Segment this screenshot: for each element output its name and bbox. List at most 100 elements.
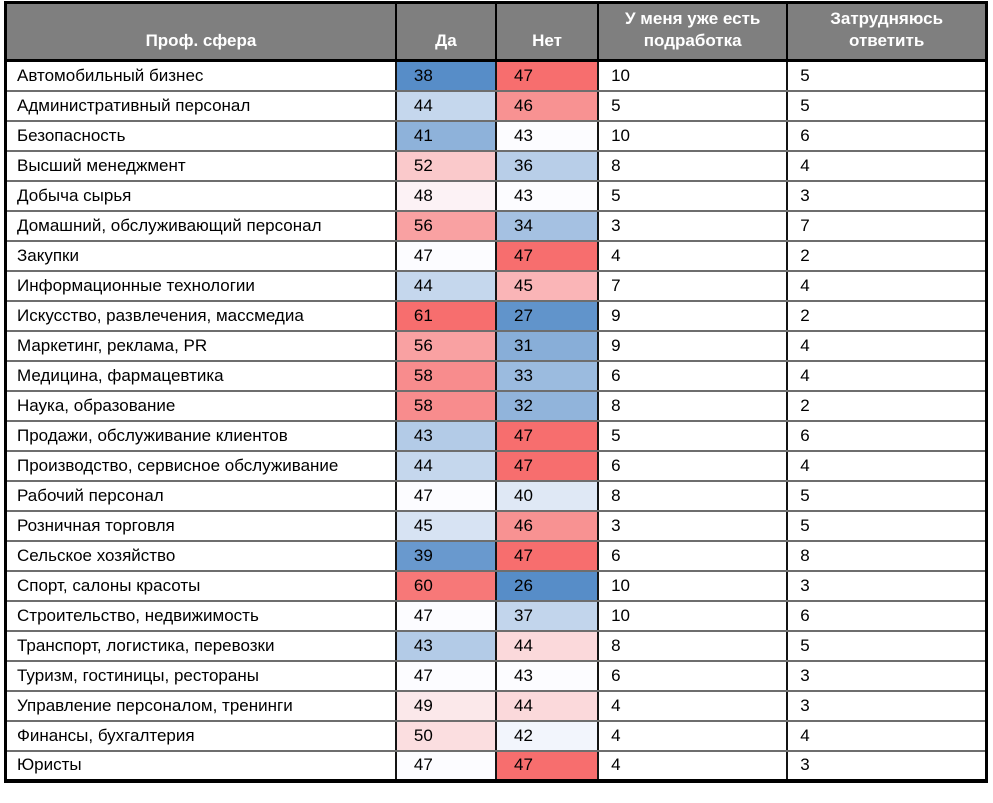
table-row: Административный персонал 44 46 5 5 [4,89,988,122]
table-row: Продажи, обслуживание клиентов 43 47 5 6 [4,419,988,452]
yes-value-cell: 61 [394,299,497,332]
table-row: Производство, сервисное обслуживание 44 47… [4,449,988,482]
difficult-value-cell: 2 [786,299,988,332]
no-value-cell: 43 [494,119,600,152]
row-label-cell: Маркетинг, реклама, PR [4,329,397,362]
no-value-cell: 44 [494,629,600,662]
yes-value-cell: 47 [394,659,497,692]
yes-value-cell: 44 [394,89,497,122]
already-value-cell: 6 [597,539,789,572]
no-value-cell: 43 [494,179,600,212]
no-value-cell: 33 [494,359,600,392]
table-row: Закупки 47 47 4 2 [4,239,988,272]
table-row: Финансы, бухгалтерия 50 42 4 4 [4,719,988,752]
table-row: Высший менеджмент 52 36 8 4 [4,149,988,182]
row-label-cell: Автомобильный бизнес [4,59,397,92]
row-label-cell: Финансы, бухгалтерия [4,719,397,752]
yes-value-cell: 60 [394,569,497,602]
already-value-cell: 10 [597,569,789,602]
row-label-cell: Административный персонал [4,89,397,122]
yes-value-cell: 45 [394,509,497,542]
table-row: Добыча сырья 48 43 5 3 [4,179,988,212]
no-value-cell: 46 [494,509,600,542]
row-label-cell: Строительство, недвижимость [4,599,397,632]
table-row: Рабочий персонал 47 40 8 5 [4,479,988,512]
no-value-cell: 44 [494,689,600,722]
no-value-cell: 32 [494,389,600,422]
no-value-cell: 47 [494,419,600,452]
row-label-cell: Медицина, фармацевтика [4,359,397,392]
already-value-cell: 6 [597,449,789,482]
difficult-value-cell: 6 [786,599,988,632]
yes-value-cell: 58 [394,389,497,422]
no-value-cell: 46 [494,89,600,122]
no-value-cell: 31 [494,329,600,362]
difficult-value-cell: 5 [786,479,988,512]
no-value-cell: 37 [494,599,600,632]
table-row: Домашний, обслуживающий персонал 56 34 3 7 [4,209,988,242]
difficult-value-cell: 6 [786,419,988,452]
table-row: Транспорт, логистика, перевозки 43 44 8 5 [4,629,988,662]
row-label-cell: Юристы [4,749,397,782]
row-label-cell: Высший менеджмент [4,149,397,182]
table-row: Управление персоналом, тренинги 49 44 4 3 [4,689,988,722]
difficult-value-cell: 3 [786,569,988,602]
row-label-cell: Продажи, обслуживание клиентов [4,419,397,452]
yes-value-cell: 47 [394,479,497,512]
row-label-cell: Домашний, обслуживающий персонал [4,209,397,242]
difficult-value-cell: 4 [786,449,988,482]
table-row: Информационные технологии 44 45 7 4 [4,269,988,302]
yes-value-cell: 43 [394,419,497,452]
difficult-value-cell: 5 [786,89,988,122]
yes-value-cell: 50 [394,719,497,752]
already-value-cell: 10 [597,599,789,632]
yes-value-cell: 56 [394,329,497,362]
already-value-cell: 4 [597,749,789,782]
difficult-value-cell: 7 [786,209,988,242]
already-value-cell: 5 [597,419,789,452]
survey-heatmap-table: Проф. сфера Да Нет У меня уже есть подра… [4,1,988,783]
header-row: Проф. сфера Да Нет У меня уже есть подра… [4,1,988,62]
already-value-cell: 3 [597,209,789,242]
table-row: Юристы 47 47 4 3 [4,749,988,782]
yes-value-cell: 47 [394,749,497,782]
header-cell-sphere: Проф. сфера [4,1,397,62]
difficult-value-cell: 8 [786,539,988,572]
row-label-cell: Производство, сервисное обслуживание [4,449,397,482]
difficult-value-cell: 4 [786,719,988,752]
difficult-value-cell: 3 [786,659,988,692]
yes-value-cell: 49 [394,689,497,722]
already-value-cell: 10 [597,59,789,92]
difficult-value-cell: 4 [786,329,988,362]
table-row: Наука, образование 58 32 8 2 [4,389,988,422]
no-value-cell: 34 [494,209,600,242]
no-value-cell: 47 [494,749,600,782]
no-value-cell: 42 [494,719,600,752]
header-cell-no: Нет [494,1,600,62]
yes-value-cell: 56 [394,209,497,242]
row-label-cell: Сельское хозяйство [4,539,397,572]
difficult-value-cell: 3 [786,689,988,722]
row-label-cell: Транспорт, логистика, перевозки [4,629,397,662]
row-label-cell: Информационные технологии [4,269,397,302]
no-value-cell: 47 [494,239,600,272]
table-body: Автомобильный бизнес 38 47 10 5 Административ… [4,59,988,782]
header-cell-difficult: Затрудняюсь ответить [786,1,988,62]
already-value-cell: 4 [597,689,789,722]
no-value-cell: 36 [494,149,600,182]
row-label-cell: Искусство, развлечения, массмедиа [4,299,397,332]
difficult-value-cell: 4 [786,269,988,302]
already-value-cell: 4 [597,719,789,752]
row-label-cell: Добыча сырья [4,179,397,212]
row-label-cell: Туризм, гостиницы, рестораны [4,659,397,692]
no-value-cell: 27 [494,299,600,332]
difficult-value-cell: 5 [786,509,988,542]
already-value-cell: 10 [597,119,789,152]
yes-value-cell: 43 [394,629,497,662]
already-value-cell: 5 [597,179,789,212]
table-header: Проф. сфера Да Нет У меня уже есть подра… [4,1,988,62]
table-row: Медицина, фармацевтика 58 33 6 4 [4,359,988,392]
difficult-value-cell: 3 [786,749,988,782]
row-label-cell: Управление персоналом, тренинги [4,689,397,722]
difficult-value-cell: 4 [786,149,988,182]
